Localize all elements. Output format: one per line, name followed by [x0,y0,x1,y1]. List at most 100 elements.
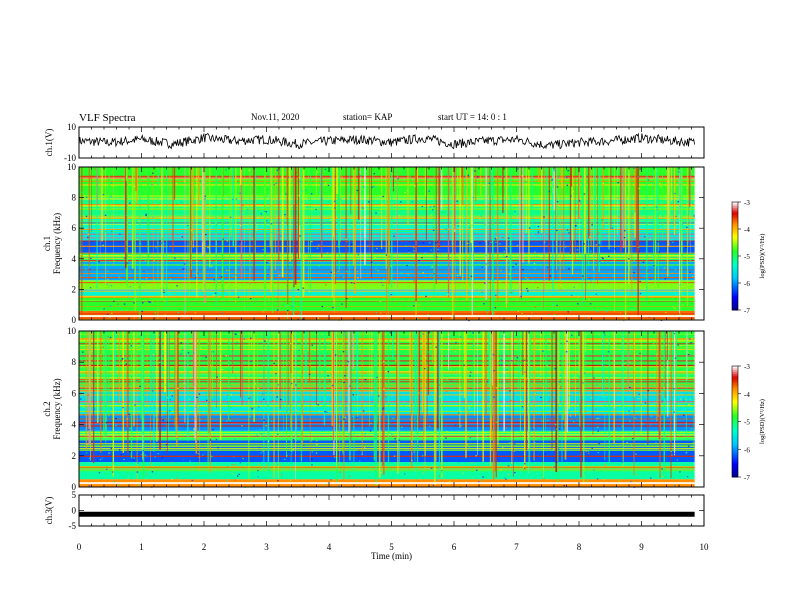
ch2-spec-speckle [511,337,513,340]
ch1-spec-speckle [153,259,156,261]
ch1-spec-speckle [566,184,569,186]
ch2-spec-speckle [184,359,187,361]
ch2-spec-speckle [472,437,474,439]
ch2-spec-speckle [560,386,562,388]
ch2-spec-speckle [257,476,259,478]
station-label: station= KAP [343,112,393,122]
ch1-spec-speckle [384,219,386,221]
ch2-spec-speckle [259,342,261,344]
ch1-spec-speckle [213,262,215,264]
ch1-spec-speckle [285,193,287,195]
ch2-spec-speckle [488,342,490,345]
ch2-spec-speckle [205,356,207,358]
ch2-spec-speckle [482,361,484,364]
ch2-spec-speckle [189,430,192,433]
ch1-spec-speckle [188,186,190,188]
ch1-spec-speckle [475,216,478,218]
ch2-spec-speckle [157,419,159,421]
ch2-colorbar-tick-label: -6 [744,446,750,454]
ch2-spec-speckle [355,394,358,396]
ch1-spec-speckle [467,174,470,176]
ch2-spec-speckle [385,396,387,398]
ch2-spec-speckle [508,474,510,476]
ch2-spec-speckle [539,334,542,336]
ch1-spec-speckle [345,270,348,273]
ch2-spec-speckle [565,351,568,353]
ch2-spec-speckle [637,363,640,365]
ch2-spec-speckle [647,390,649,392]
ch2-spec-speckle [381,363,383,366]
ch2-spec-speckle [120,453,122,456]
ch1-spec-speckle [128,228,130,230]
ch1-spec-speckle [590,280,592,282]
ch2-spec-speckle [578,394,581,396]
ch1-spec-speckle [269,261,271,263]
ch1-spec-speckle [408,249,410,251]
ch2-spec-speckle [583,411,586,413]
ch1-spec-speckle [126,236,129,238]
ch1-spec-speckle [181,236,184,238]
ch1-spec-speckle [89,177,91,179]
ch1-spec-speckle [679,284,681,286]
ch1-spec-speckle [401,272,403,274]
ch1-spec-speckle [510,239,513,241]
ch2-spec-speckle [394,438,396,440]
ch2-spec-speckle [209,439,212,441]
ch1-spec-speckle [363,257,365,260]
ch1-spec-speckle [375,212,377,214]
ch2-spec-band-3 [79,430,695,441]
ch1-spec-speckle [406,190,409,192]
ch2-spec-speckle [142,400,145,402]
ch2-spec-speckle [200,415,202,417]
ch1-spec-speckle [687,200,689,203]
ch2-spec-speckle [411,459,413,461]
ch1-spec-speckle [284,169,287,171]
ch1-spec-ytick-label: 2 [72,284,77,294]
ch2-spec-speckle [585,450,587,452]
ch1-spec-speckle [311,209,314,211]
ch1-colorbar-step [732,256,738,259]
ch1-spec-speckle [257,289,260,291]
ch1-colorbar-tick-label: -5 [744,253,750,261]
ch1-spec-speckle [576,249,579,251]
ch2-spec-speckle [90,381,93,384]
ch2-spec-speckle [432,407,434,409]
ch2-spec-speckle [297,413,300,416]
ch2-spec-speckle [298,349,300,351]
ch1-spec-speckle [685,247,687,249]
ch1-spec-speckle [638,167,641,169]
ch2-spec-speckle [683,414,685,416]
ch2-spec-speckle [650,402,653,404]
ch2-spec-speckle [363,447,366,449]
ch1-spec-speckle [400,201,402,203]
ch1-spec-speckle [211,265,213,267]
ch1-spec-speckle [382,284,384,286]
ch1-spec-speckle [87,236,89,238]
ch2-spec-speckle [123,458,125,461]
ch1-spec-speckle [163,246,165,248]
ch1-spec-speckle [689,234,691,236]
ch1-spec-speckle [527,290,529,292]
ch2-spec-speckle [215,438,218,441]
ch1-spec-speckle [525,181,527,183]
ch1-spec-speckle [585,244,587,247]
ch1-spec-speckle [228,292,230,294]
ch1-spec-speckle [564,176,567,178]
ch1-spec-speckle [664,278,667,280]
ch1-spec-speckle [672,306,674,308]
ch2-spec-speckle [257,388,259,390]
ch1-spec-speckle [459,235,462,237]
ch1-spec-speckle [183,180,186,182]
ch1-series-line [78,132,695,150]
ch2-colorbar-step [732,408,738,411]
ch2-spec-speckle [452,403,455,406]
ch2-spec-speckle [277,384,280,386]
ch1-spec-speckle [270,224,272,226]
ch1-spec-speckle [361,206,364,208]
ch1-spec-speckle [262,311,264,313]
ch1-spec-speckle [686,226,688,228]
ch1-spec-speckle [641,169,644,172]
ch2-spec-speckle [453,349,456,351]
ch1-spec-speckle [443,307,445,309]
